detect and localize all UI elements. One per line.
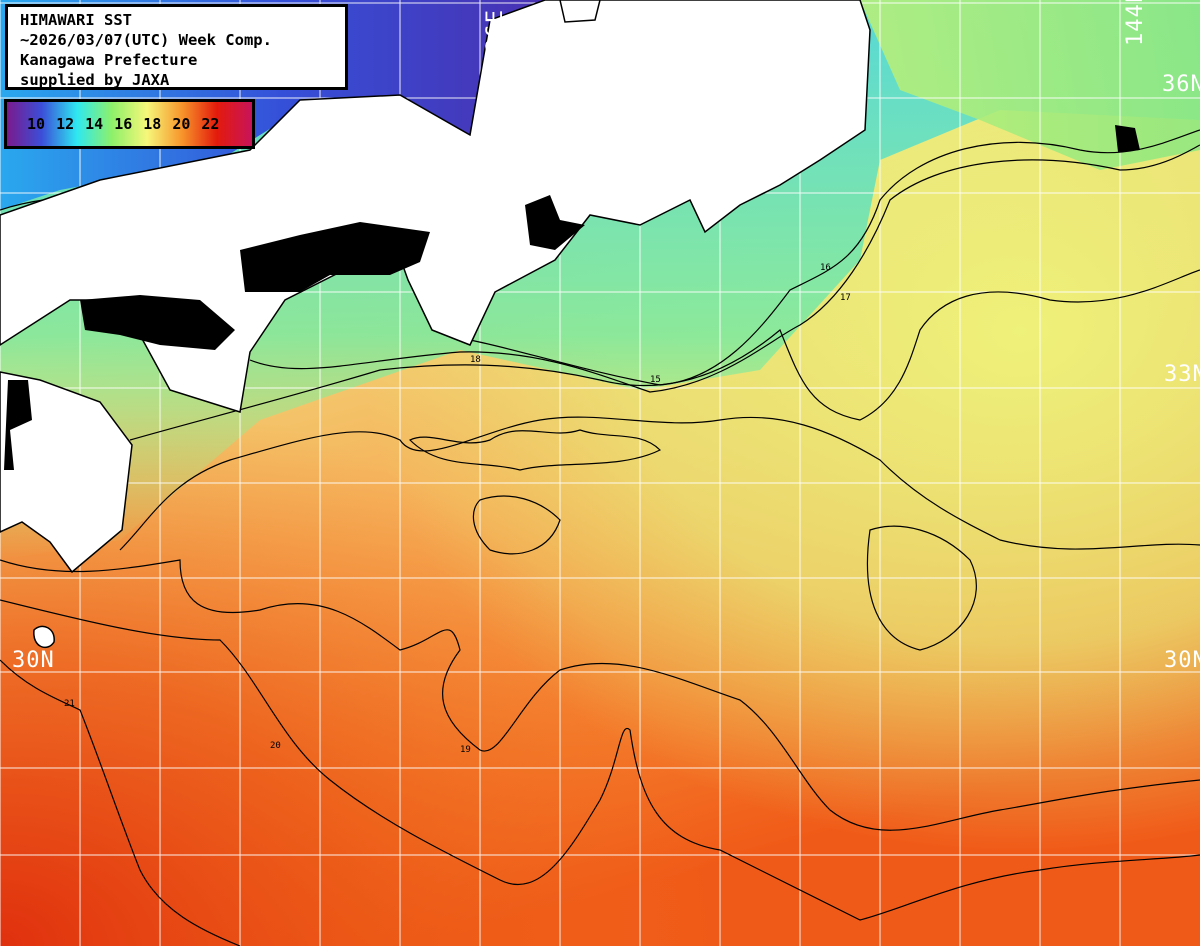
land-island [33, 625, 55, 649]
legend-tick: 16 [114, 115, 133, 133]
legend-tick: 20 [172, 115, 191, 133]
lat-label-36n: 36N [1162, 72, 1200, 97]
isotherm-eddy-small [472, 495, 561, 555]
title-line-organization: Kanagawa Prefecture [20, 51, 198, 69]
no-data-ariake [4, 380, 32, 470]
land-kyushu [0, 371, 133, 574]
isotherm-21 [0, 659, 241, 946]
contour-label: 18 [470, 355, 481, 365]
no-data-ise-bay [525, 195, 585, 250]
title-line-product: HIMAWARI SST [20, 11, 132, 29]
lat-label-30n-east: 30N [1164, 648, 1200, 673]
legend-tick: 10 [27, 115, 46, 133]
isotherm-contours [0, 129, 1200, 946]
isotherm-18-eddy [408, 429, 662, 471]
title-box: HIMAWARI SST ~2026/03/07(UTC) Week Comp.… [5, 4, 348, 90]
legend-tick: 18 [143, 115, 162, 133]
no-data-inland-sea [240, 222, 430, 292]
isotherm-eddy-east [866, 525, 977, 651]
contour-label: 20 [270, 741, 281, 751]
contour-label: 15 [650, 375, 661, 385]
land-honshu-shikoku [0, 0, 871, 413]
contour-labels: 15 16 17 18 19 20 21 [64, 263, 851, 755]
isotherm-18 [129, 269, 1200, 441]
title-line-credit: supplied by JAXA [20, 71, 170, 89]
legend-tick: 12 [56, 115, 75, 133]
land [0, 0, 871, 649]
no-data-kasumigaura [1115, 125, 1140, 152]
lat-label-30n-west: 30N [12, 648, 55, 673]
legend-tick: 22 [201, 115, 220, 133]
isotherm-20 [0, 599, 1200, 921]
lat-label-33n: 33N [1164, 362, 1200, 387]
kanto-offshore-water [860, 0, 1200, 170]
legend-tick: 14 [85, 115, 104, 133]
isotherm-17 [249, 144, 1200, 393]
contour-label: 16 [820, 263, 831, 273]
lon-label-144e: 144E [1123, 0, 1148, 46]
lon-label-136e: 136E [483, 9, 508, 66]
land-noto [559, 0, 601, 23]
color-scale-legend: 10 12 14 16 18 20 22 [4, 99, 255, 149]
isotherm-17-east [119, 416, 1200, 551]
no-data-bungo [80, 295, 235, 350]
isotherm-16 [469, 129, 1200, 386]
no-data-regions [4, 125, 1140, 470]
contour-label: 17 [840, 293, 851, 303]
title-line-date: ~2026/03/07(UTC) Week Comp. [20, 31, 272, 49]
isotherm-19 [0, 559, 1200, 831]
contour-label: 19 [460, 745, 471, 755]
contour-label: 21 [64, 699, 75, 709]
